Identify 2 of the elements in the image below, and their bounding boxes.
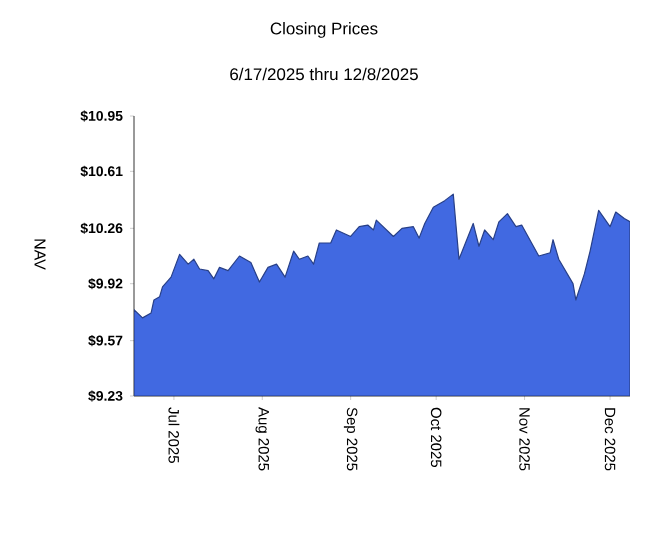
- chart-title: Closing Prices: [270, 22, 378, 38]
- chart-subtitle: 6/17/2025 thru 12/8/2025: [230, 67, 418, 81]
